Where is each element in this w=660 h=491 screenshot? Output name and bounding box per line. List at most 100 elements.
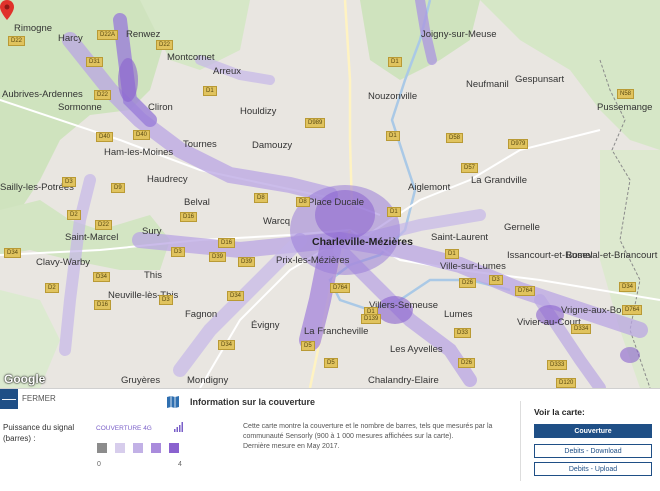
signal-bars-icon — [174, 422, 183, 432]
forest-area — [480, 0, 660, 150]
road-shield: D8 — [254, 193, 268, 203]
road-shield: D1 — [388, 57, 402, 67]
close-button[interactable]: FERMER — [22, 394, 56, 403]
legend-min: 0 — [97, 461, 101, 468]
coverage-button[interactable]: Couverture — [534, 424, 652, 438]
info-panel: — FERMER Puissance du signal (barres) : … — [0, 388, 660, 491]
place-label: Lumes — [444, 309, 473, 320]
road-shield: D8 — [296, 197, 310, 207]
google-attribution: Google — [4, 372, 46, 386]
road-shield: D31 — [86, 57, 104, 67]
road-shield: D2 — [45, 283, 59, 293]
place-label: Saint-Marcel — [65, 232, 119, 243]
place-label: Arreux — [213, 66, 241, 77]
road-shield: D764 — [515, 286, 536, 296]
coverage-map[interactable]: Harcy Renwez Rimogne Montcornet Arreux Joigny… — [0, 0, 660, 388]
close-icon[interactable]: — — [0, 389, 18, 409]
road-shield: D34 — [93, 272, 111, 282]
road-shield: D22 — [95, 220, 113, 230]
place-label: Place Ducale — [308, 197, 364, 208]
place-label: Montcornet — [167, 52, 215, 63]
place-label: Aiglemont — [408, 182, 451, 193]
place-label: Haudrecy — [147, 174, 188, 185]
road-shield: D334 — [571, 324, 592, 334]
road-shield: D2 — [67, 210, 81, 220]
road-shield: N58 — [617, 89, 635, 99]
legend-swatch — [169, 443, 179, 453]
road-shield: D764 — [622, 305, 643, 315]
road-shield: D989 — [305, 118, 326, 128]
place-label: Aubrives-Ardennes — [2, 89, 83, 100]
road-shield: D34 — [218, 340, 236, 350]
road-shield: D979 — [508, 139, 529, 149]
road-shield: D16 — [94, 300, 112, 310]
place-label: Villers-Semeuse — [369, 300, 438, 311]
forest-area — [140, 0, 250, 70]
road-shield: D333 — [547, 360, 568, 370]
road — [343, 0, 354, 211]
road-shield: D22 — [94, 90, 112, 100]
road-shield: D26 — [459, 278, 477, 288]
place-label: Neufmanil — [466, 79, 509, 90]
road-shield: D120 — [556, 378, 577, 388]
place-label: Évigny — [251, 320, 280, 331]
legend-swatch — [115, 443, 125, 453]
place-label: Damouzy — [252, 140, 293, 151]
place-label: Nouzonville — [368, 91, 418, 102]
road-shield: D1 — [203, 86, 217, 96]
road-shield: D16 — [218, 238, 236, 248]
road-shield: D26 — [458, 358, 476, 368]
place-label: Sury — [142, 226, 162, 237]
info-text: Cette carte montre la couverture et le n… — [243, 423, 493, 440]
forest-area — [0, 290, 60, 388]
info-last-update: Dernière mesure en May 2017. — [243, 443, 340, 450]
road-shield: D1 — [445, 249, 459, 259]
road-shield: D3 — [159, 295, 173, 305]
place-label: La Grandville — [471, 175, 527, 186]
coverage-core — [118, 58, 138, 102]
legend-swatch — [97, 443, 107, 453]
coverage-core — [315, 190, 375, 240]
place-label: Boseval-et-Briancourt — [566, 250, 658, 261]
place-label: Fagnon — [185, 309, 218, 320]
place-label: Cliron — [148, 102, 173, 113]
road-shield: D5 — [301, 341, 315, 351]
place-label: Ville-sur-Lumes — [440, 261, 506, 272]
place-label: Ham-les-Moines — [104, 147, 174, 158]
road-shield: D39 — [238, 257, 256, 267]
place-label: Warcq — [263, 216, 291, 227]
place-label: Issancourt-et-Rumel — [507, 250, 593, 261]
place-label: Clavy-Warby — [36, 257, 91, 268]
coverage-core — [536, 305, 564, 325]
place-label: Gernelle — [504, 222, 540, 233]
location-pin-icon[interactable] — [0, 0, 14, 20]
download-speed-button[interactable]: Debits - Download — [534, 444, 652, 458]
place-label: This — [144, 270, 162, 281]
place-label: Charleville-Mézières — [312, 236, 413, 248]
place-label: Mondigny — [187, 375, 229, 386]
legend-caption: COUVERTURE 4G — [96, 425, 152, 432]
place-label: Prix-les-Mézières — [276, 255, 350, 266]
road-shield: D40 — [133, 130, 151, 140]
place-label: Sailly-les-Potrées — [0, 182, 74, 193]
place-label: Joigny-sur-Meuse — [421, 29, 497, 40]
road-shield: D16 — [180, 212, 198, 222]
legend-title: Puissance du signal (barres) : — [3, 423, 75, 443]
place-label: Pussemange — [597, 102, 653, 113]
place-label: Les Ayvelles — [390, 344, 443, 355]
map-info-icon — [167, 396, 179, 408]
see-map-label: Voir la carte: — [534, 407, 585, 417]
upload-speed-button[interactable]: Debits - Upload — [534, 462, 652, 476]
road-shield: D764 — [330, 283, 351, 293]
info-title: Information sur la couverture — [190, 397, 316, 407]
place-label: Saint-Laurent — [431, 232, 489, 243]
road-shield: D22 — [156, 40, 174, 50]
place-label: Vivier-au-Court — [517, 317, 581, 328]
divider — [520, 401, 521, 481]
place-label: Tournes — [183, 139, 217, 150]
road-shield: D9 — [111, 183, 125, 193]
road-shield: D1 — [386, 131, 400, 141]
place-label: La Francheville — [304, 326, 369, 337]
place-label: Renwez — [126, 29, 161, 40]
road-shield: D3 — [62, 177, 76, 187]
